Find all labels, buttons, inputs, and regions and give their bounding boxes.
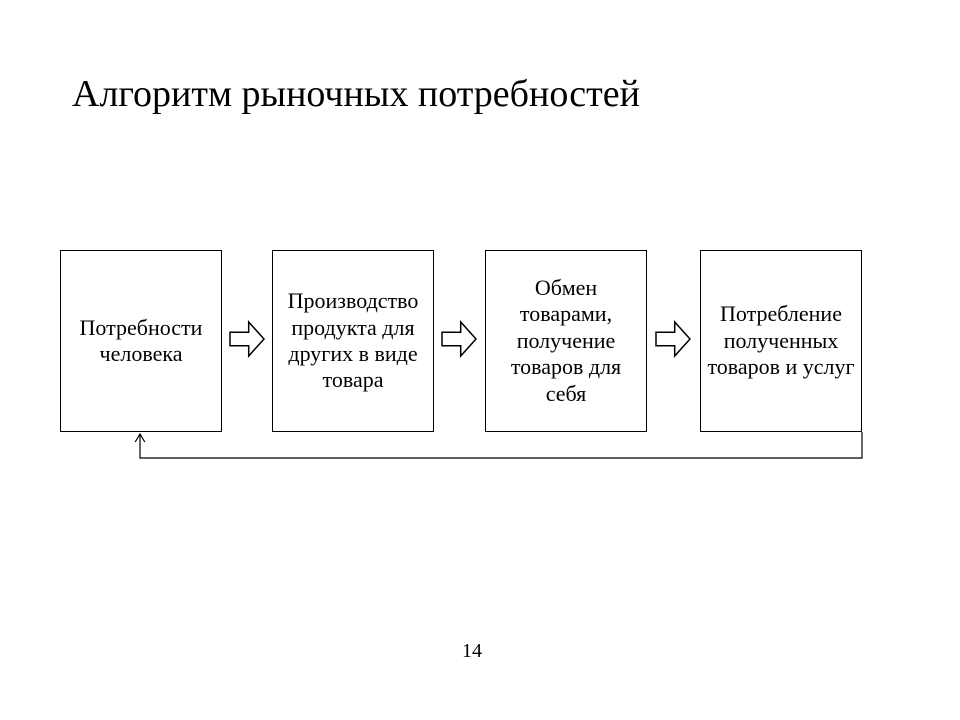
- feedback-line: [140, 432, 862, 458]
- flow-node-n4: Потребление полученных товаров и услуг: [700, 250, 862, 432]
- page-number: 14: [462, 640, 482, 663]
- flow-node-n2: Производство продукта для других в виде …: [272, 250, 434, 432]
- flow-node-n1: Потребности человека: [60, 250, 222, 432]
- page-title: Алгоритм рыночных потребностей: [72, 72, 640, 116]
- flow-node-label: Производство продукта для других в виде …: [277, 288, 429, 394]
- flow-node-label: Потребление полученных товаров и услуг: [705, 301, 857, 380]
- flow-node-label: Потребности человека: [65, 315, 217, 368]
- block-arrow-a1: [230, 322, 264, 356]
- flow-node-n3: Обмен товарами, получение товаров для се…: [485, 250, 647, 432]
- block-arrow-a3: [656, 322, 690, 356]
- feedback-arrowhead-icon: [135, 434, 145, 442]
- block-arrow-a2: [442, 322, 476, 356]
- flow-node-label: Обмен товарами, получение товаров для се…: [490, 275, 642, 407]
